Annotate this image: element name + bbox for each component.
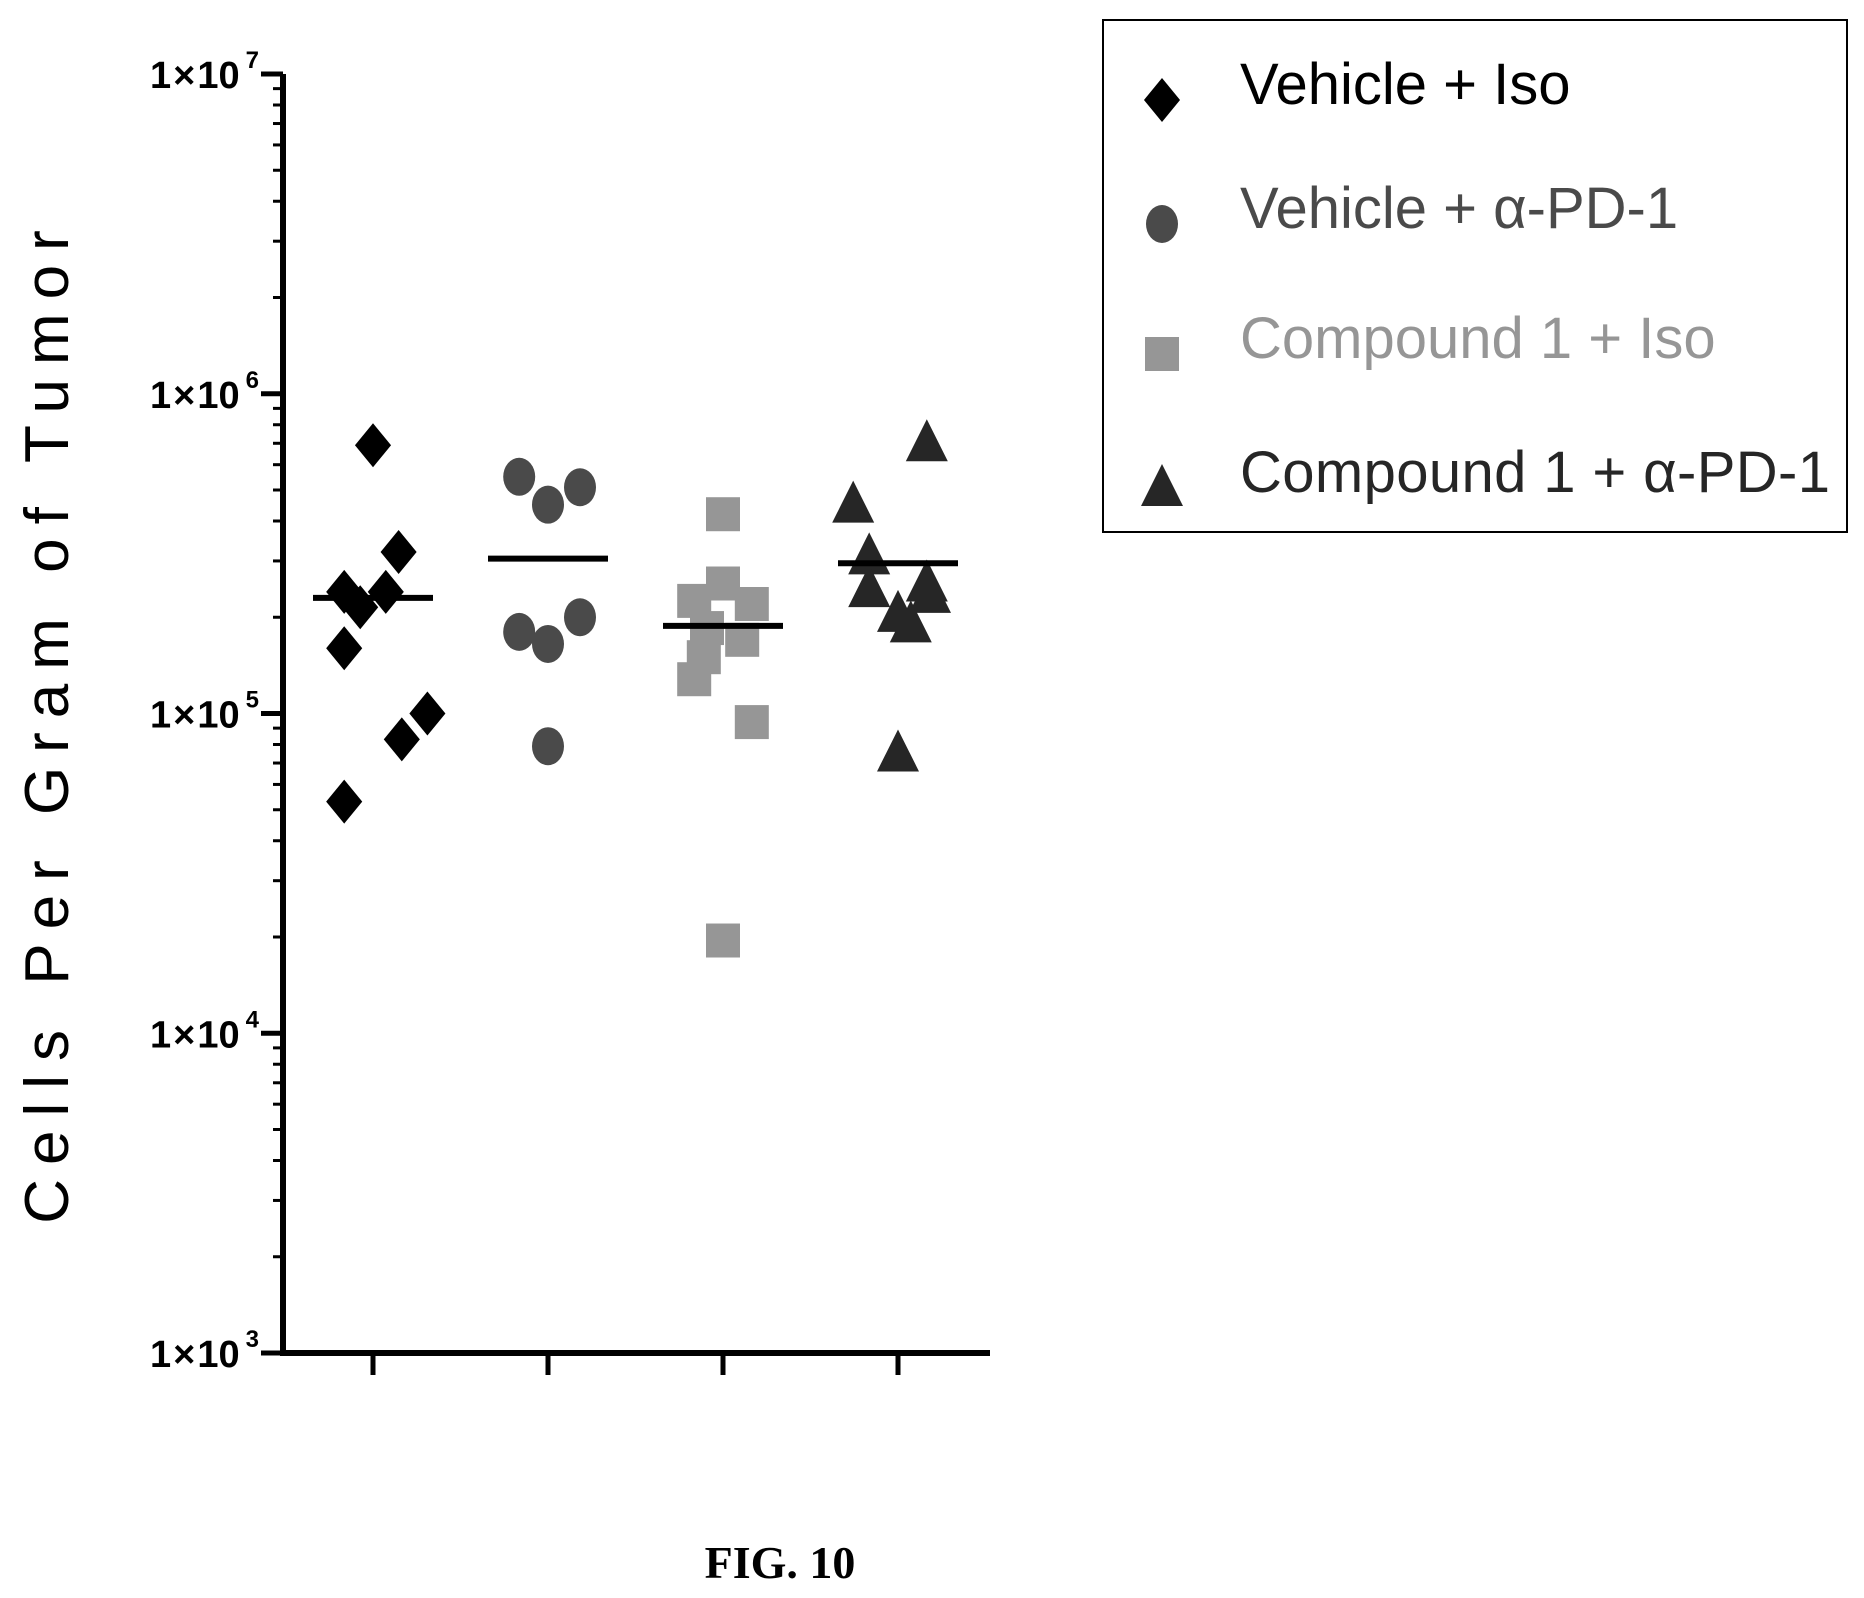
data-point bbox=[532, 485, 564, 524]
legend: Vehicle + Iso Vehicle + α-PD-1 Compound 1 … bbox=[1102, 19, 1848, 533]
data-point bbox=[532, 727, 564, 766]
y-tick-exponent: 3 bbox=[246, 1326, 259, 1353]
data-point bbox=[503, 457, 536, 496]
data-point bbox=[532, 624, 564, 663]
y-tick-base: 10 bbox=[197, 375, 239, 417]
y-tick-times: × bbox=[173, 1014, 195, 1056]
data-point bbox=[380, 529, 417, 574]
series-diamond-points bbox=[326, 423, 446, 824]
data-point bbox=[706, 566, 740, 601]
x-axis bbox=[280, 1350, 990, 1375]
data-point bbox=[905, 419, 948, 462]
y-tick-times: × bbox=[173, 1334, 195, 1376]
data-point bbox=[706, 923, 740, 958]
series-circle-points bbox=[503, 457, 596, 766]
data-point bbox=[677, 662, 712, 697]
series-triangle-points bbox=[832, 419, 951, 772]
data-point bbox=[832, 480, 875, 523]
series-square-points bbox=[677, 497, 769, 958]
data-point bbox=[877, 729, 919, 772]
y-tick-times: × bbox=[173, 695, 195, 737]
y-tick-label: 1×10 4 bbox=[150, 1006, 260, 1056]
y-tick-label: 1×10 5 bbox=[150, 687, 259, 737]
y-tick-base: 10 bbox=[197, 55, 239, 97]
data-point bbox=[564, 468, 596, 507]
data-point bbox=[354, 423, 392, 468]
data-point bbox=[909, 570, 951, 613]
y-tick-base: 10 bbox=[197, 1334, 239, 1376]
y-tick-mantissa: 1 bbox=[150, 1334, 171, 1376]
mean-lines bbox=[313, 555, 958, 629]
legend-label: Compound 1 + α-PD-1 bbox=[1240, 440, 1830, 505]
figure-caption: FIG. 10 bbox=[705, 1537, 856, 1588]
legend-label: Compound 1 + Iso bbox=[1240, 306, 1716, 371]
legend-label: Vehicle + α-PD-1 bbox=[1240, 176, 1678, 241]
y-tick-mantissa: 1 bbox=[150, 375, 171, 417]
y-tick-base: 10 bbox=[197, 695, 239, 737]
y-tick-exponent: 6 bbox=[246, 367, 259, 394]
legend-marker-circle-icon bbox=[1146, 205, 1178, 243]
data-point bbox=[503, 612, 536, 651]
legend-label: Vehicle + Iso bbox=[1240, 52, 1571, 117]
legend-marker-diamond-icon bbox=[1143, 78, 1181, 122]
legend-marker-square-icon bbox=[1145, 337, 1179, 371]
data-point bbox=[734, 587, 769, 622]
y-tick-exponent: 5 bbox=[246, 687, 259, 714]
data-points bbox=[326, 419, 951, 958]
y-tick-label: 1×10 6 bbox=[150, 367, 259, 417]
y-tick-exponent: 4 bbox=[246, 1006, 260, 1033]
legend-box bbox=[1102, 19, 1848, 533]
data-point bbox=[734, 705, 769, 740]
y-tick-mantissa: 1 bbox=[150, 1014, 171, 1056]
y-tick-base: 10 bbox=[197, 1014, 239, 1056]
y-tick-label: 1×10 3 bbox=[150, 1326, 259, 1376]
data-point bbox=[706, 497, 740, 532]
y-tick-mantissa: 1 bbox=[150, 695, 171, 737]
data-point bbox=[409, 691, 446, 736]
data-point bbox=[383, 717, 420, 762]
data-point bbox=[326, 626, 363, 671]
y-axis-label: Cells Per Gram of Tumor bbox=[13, 216, 82, 1224]
y-tick-times: × bbox=[173, 375, 195, 417]
data-point bbox=[326, 779, 363, 824]
data-point bbox=[564, 598, 596, 637]
y-axis: 1×10 31×10 41×10 51×10 61×10 7 bbox=[150, 47, 286, 1376]
y-tick-label: 1×10 7 bbox=[150, 47, 259, 97]
y-tick-mantissa: 1 bbox=[150, 55, 171, 97]
data-point bbox=[889, 600, 932, 643]
y-tick-times: × bbox=[173, 55, 195, 97]
y-tick-exponent: 7 bbox=[246, 47, 259, 74]
data-point bbox=[848, 565, 891, 608]
legend-marker-triangle-icon bbox=[1141, 464, 1183, 506]
data-point bbox=[367, 569, 404, 614]
